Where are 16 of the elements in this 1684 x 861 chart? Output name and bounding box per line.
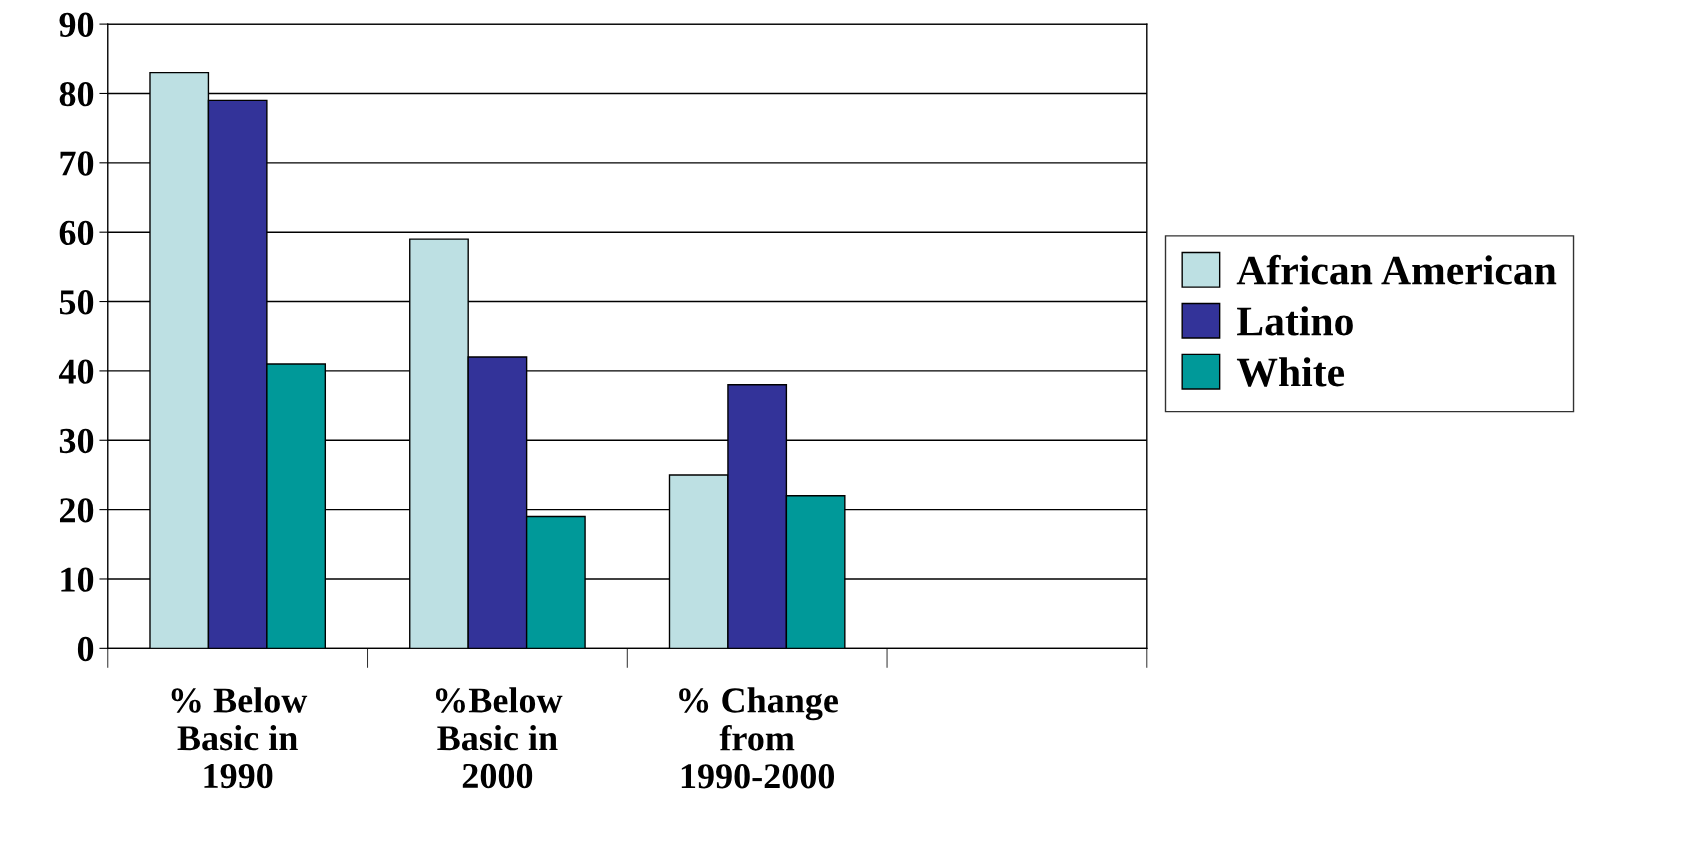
x-tick-label: %Below Basic in 2000: [435, 687, 563, 789]
y-tick-label: 90: [59, 12, 94, 37]
y-tick-label: 50: [59, 290, 94, 315]
y-tick-label: 10: [61, 567, 94, 592]
y-tick-label: 60: [59, 220, 94, 246]
y-tick-label: 0: [77, 636, 94, 662]
legend-label: White: [1236, 357, 1345, 387]
x-tick-label: % Below Basic in 1990: [171, 687, 308, 789]
y-tick-label: 30: [59, 428, 94, 454]
legend-label: Latino: [1237, 306, 1353, 336]
legend-label: African American: [1236, 254, 1557, 285]
y-tick-label: 70: [60, 151, 94, 176]
y-tick-label: 80: [59, 81, 94, 107]
x-tick-label: % Change from 1990-2000: [679, 687, 838, 789]
y-tick-label: 40: [58, 359, 94, 384]
y-tick-label: 20: [59, 498, 94, 523]
